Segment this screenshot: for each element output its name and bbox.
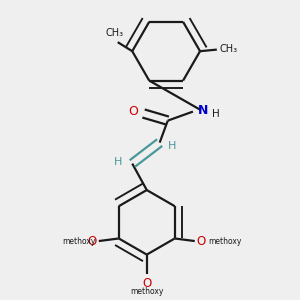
Text: H: H [114, 157, 123, 167]
Text: O: O [142, 277, 152, 290]
Text: methoxy: methoxy [130, 287, 164, 296]
Text: N: N [198, 104, 208, 117]
Text: O: O [88, 235, 97, 248]
Text: CH₃: CH₃ [105, 28, 124, 38]
Text: methoxy: methoxy [208, 237, 242, 246]
Text: CH₃: CH₃ [219, 44, 238, 54]
Text: methoxy: methoxy [62, 237, 96, 246]
Text: O: O [197, 235, 206, 248]
Text: O: O [128, 105, 138, 119]
Text: H: H [212, 109, 219, 119]
Text: H: H [168, 142, 176, 152]
